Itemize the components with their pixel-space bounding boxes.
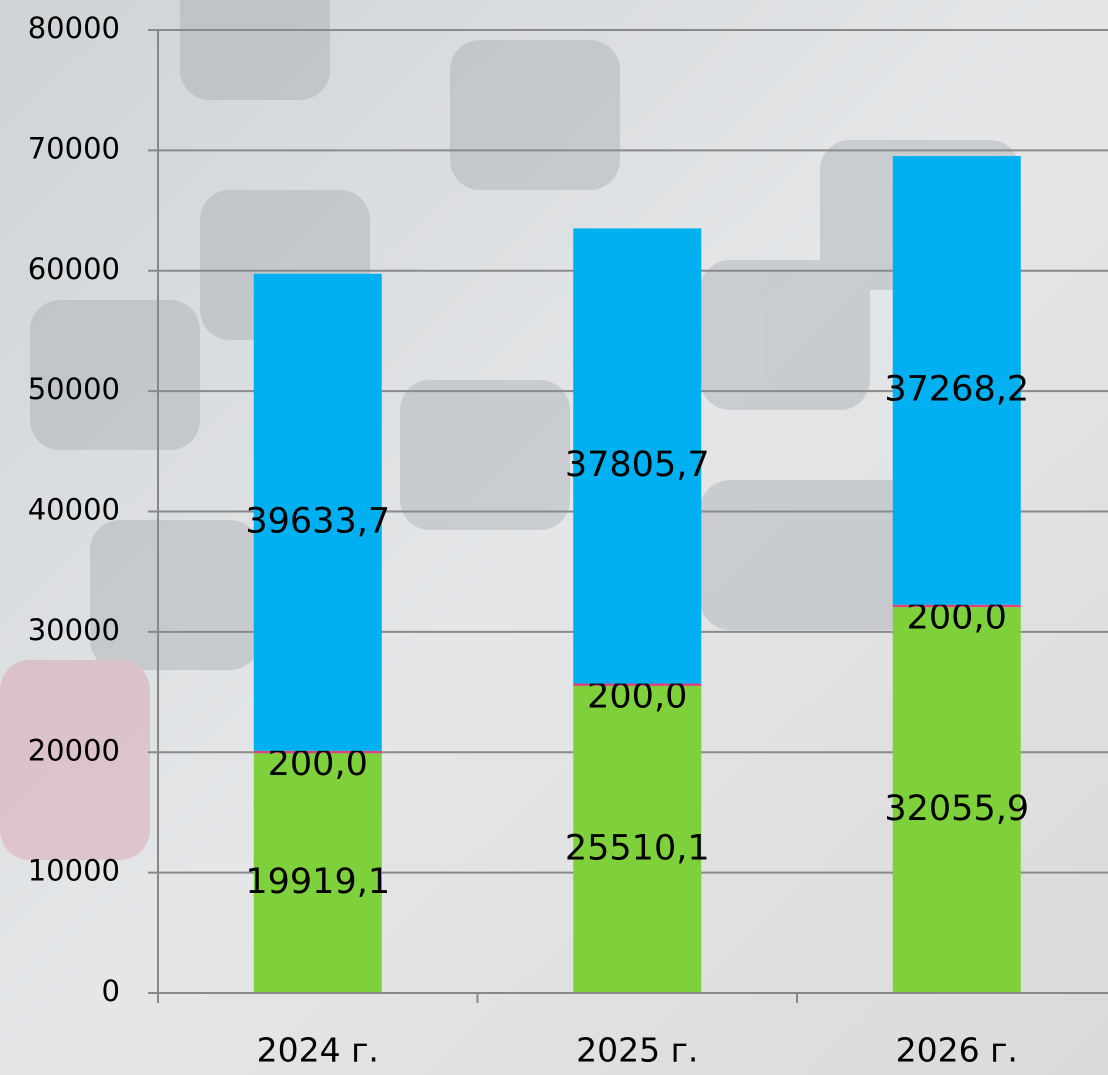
bar-segment	[892, 607, 1021, 993]
y-tick-label: 50000	[28, 372, 120, 406]
y-tick-label: 30000	[28, 613, 120, 647]
y-tick-label: 60000	[28, 252, 120, 286]
y-tick-label: 0	[102, 974, 120, 1008]
x-tick-label: 2024 г.	[257, 1031, 379, 1070]
bar-segment	[573, 228, 702, 684]
bar-segment	[892, 156, 1021, 605]
y-tick-label: 70000	[28, 131, 120, 165]
value-label: 32055,9	[884, 789, 1029, 829]
y-tick-label: 10000	[28, 854, 120, 888]
value-label: 39633,7	[245, 501, 390, 541]
y-tick-label: 40000	[28, 493, 120, 527]
value-label: 37805,7	[565, 445, 710, 485]
x-tick-label: 2026 г.	[896, 1031, 1018, 1070]
bar-segment	[573, 683, 702, 686]
x-tick-label: 2025 г.	[576, 1031, 698, 1070]
y-tick-label: 20000	[28, 733, 120, 767]
background-keys	[0, 0, 1020, 860]
bar-segment	[253, 273, 382, 751]
bar-segment	[253, 750, 382, 754]
bar-segment	[573, 685, 702, 993]
bar-segment	[892, 604, 1021, 608]
value-label: 19919,1	[245, 862, 390, 902]
value-label: 37268,2	[884, 369, 1029, 409]
value-label: 25510,1	[565, 828, 710, 868]
y-tick-label: 80000	[28, 11, 120, 45]
bar-segment	[253, 753, 382, 993]
